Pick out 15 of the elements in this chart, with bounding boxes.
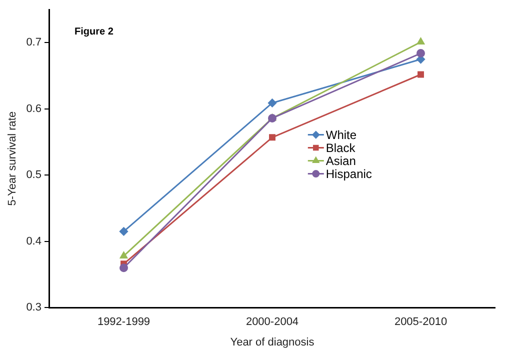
y-tick-label: 0.4 [26,235,42,248]
x-tick-label: 2000-2004 [246,316,299,328]
legend-label: Black [326,141,356,156]
x-tick-label: 1992-1999 [97,316,150,328]
x-axis-title: Year of diagnosis [230,336,315,348]
y-axis-title: 5-Year survival rate [6,111,19,206]
y-tick-label: 0.6 [26,102,42,115]
y-tick-label: 0.3 [26,302,42,314]
y-tick-label: 0.7 [26,36,42,49]
annotation: Figure 2 [74,26,114,38]
x-tick-label: 2005-2010 [394,316,448,328]
legend-label: Asian [326,154,356,168]
y-tick-label: 0.5 [26,169,42,182]
legend-label: Hispanic [326,167,372,182]
legend-label: White [326,128,357,142]
